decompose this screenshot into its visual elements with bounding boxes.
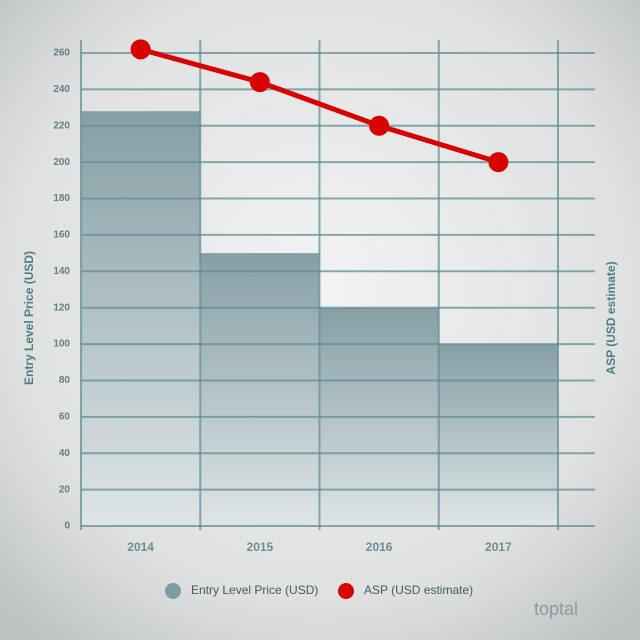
plot: 0 20 40 60 80 100 120 140 160 180 200 220 240 260 2014…: [53, 39, 595, 554]
legend-swatch: [338, 583, 354, 599]
y-tick-label: 260: [53, 48, 70, 59]
line-point: [249, 72, 270, 93]
y-tick-label: 240: [53, 84, 70, 95]
y-tick-label: 80: [59, 375, 71, 386]
line-point: [488, 152, 509, 173]
y-tick-label: 180: [53, 193, 70, 204]
x-tick-label: 2017: [485, 540, 512, 554]
legend-swatch: [165, 583, 181, 599]
bar: [200, 253, 320, 526]
x-tick-label: 2016: [366, 540, 393, 554]
bar: [81, 111, 201, 526]
brand: toptal: [534, 599, 578, 619]
line: [139, 46, 500, 165]
y-tick-label: 220: [53, 120, 70, 131]
legend-label: ASP (USD estimate): [364, 583, 473, 597]
line-point: [369, 115, 390, 136]
y-tick-label: 140: [53, 266, 70, 277]
y-tick-label: 0: [64, 521, 70, 532]
grid-overlay: [80, 40, 595, 530]
y-axis-label: Entry Level Price (USD): [22, 251, 36, 385]
line-point: [130, 39, 151, 60]
x-tick-label: 2015: [247, 540, 274, 554]
y-tick-label: 120: [53, 302, 70, 313]
y-tick-label: 100: [53, 339, 70, 350]
y-tick-label: 160: [53, 230, 70, 241]
x-tick-label: 2014: [127, 540, 154, 554]
bar: [438, 344, 558, 526]
y-tick-label: 20: [59, 484, 71, 495]
y-tick-label: 200: [53, 157, 70, 168]
y-tick-label: 40: [59, 448, 71, 459]
legend-label: Entry Level Price (USD): [191, 583, 318, 597]
y2-axis-label: ASP (USD estimate): [604, 261, 618, 374]
y-tick-label: 60: [59, 411, 71, 422]
